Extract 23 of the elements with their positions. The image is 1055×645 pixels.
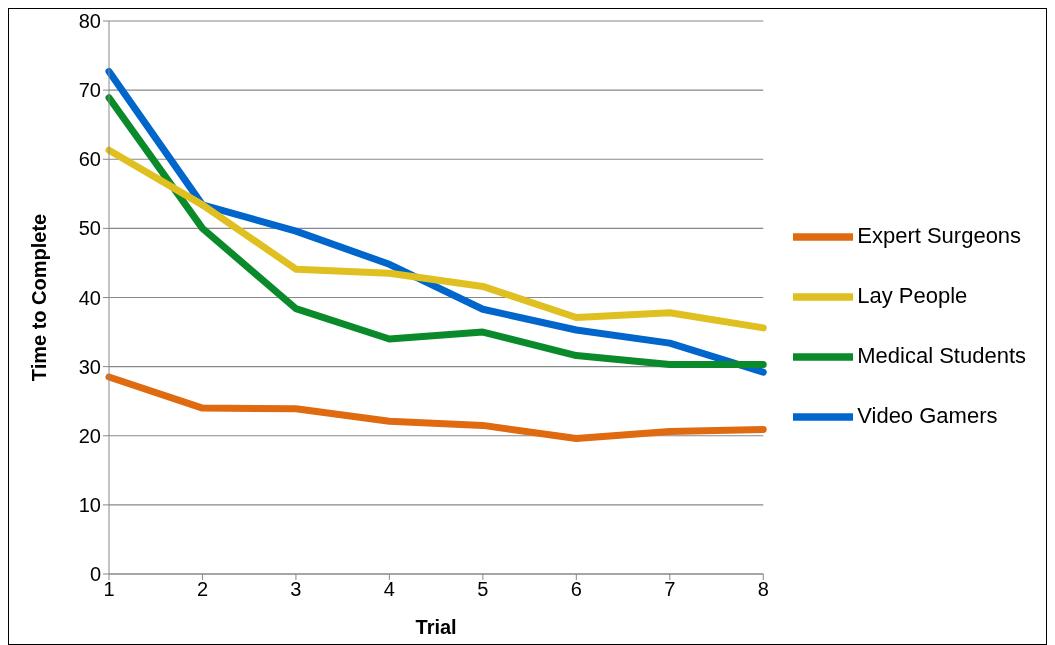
legend-label: Lay People — [857, 282, 968, 308]
x-tick-label: 7 — [664, 578, 676, 601]
y-tick-label: 30 — [78, 355, 101, 378]
y-tick-label: 10 — [78, 493, 101, 516]
y-tick-label: 40 — [78, 286, 101, 309]
x-tick-label: 5 — [477, 578, 489, 601]
x-tick-label: 6 — [570, 578, 582, 601]
y-tick-label: 50 — [78, 217, 101, 240]
y-tick-label: 70 — [78, 79, 101, 102]
x-axis-title: Trial — [415, 616, 457, 638]
y-tick-label: 0 — [89, 563, 101, 586]
x-tick-label: 3 — [290, 578, 302, 601]
x-tick-label: 2 — [196, 578, 209, 601]
x-tick-label: 1 — [103, 578, 115, 601]
x-tick-label: 8 — [757, 578, 769, 601]
y-tick-label: 80 — [78, 10, 101, 33]
legend-label: Medical Students — [857, 342, 1026, 368]
x-tick-label: 4 — [383, 578, 395, 601]
y-tick-label: 20 — [78, 424, 101, 447]
y-tick-label: 60 — [78, 148, 101, 171]
y-axis-title: Time to Complete — [28, 213, 51, 382]
legend-label: Video Gamers — [857, 402, 998, 428]
legend-label: Expert Surgeons — [857, 222, 1022, 248]
